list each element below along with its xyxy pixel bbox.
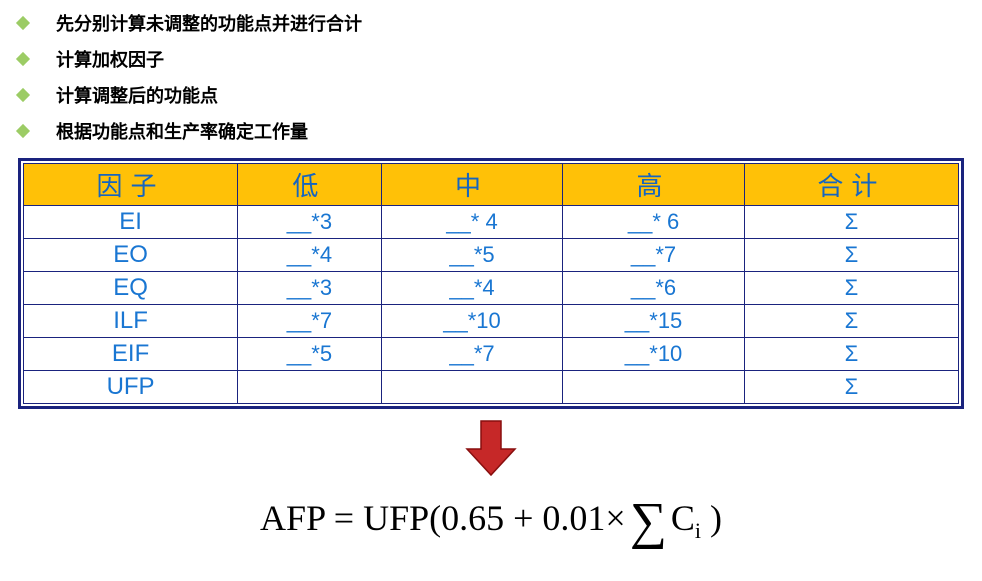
table-row: EO __*4 __*5 __*7 Σ [24, 239, 959, 272]
cell-high: __*6 [563, 272, 745, 305]
header-high: 高 [563, 164, 745, 206]
formula-coef: 0.01× [542, 498, 625, 538]
cell-mid: __*5 [381, 239, 563, 272]
cell-low: __*3 [238, 206, 382, 239]
factor-table: 因子 低 中 高 合计 EI __*3 __* 4 __* 6 Σ EO __*… [23, 163, 959, 404]
bullet-text: 根据功能点和生产率确定工作量 [56, 118, 308, 144]
formula-var: C [671, 498, 695, 538]
cell-factor: EIF [24, 338, 238, 371]
cell-mid: __*4 [381, 272, 563, 305]
diamond-icon [16, 52, 30, 66]
table-header-row: 因子 低 中 高 合计 [24, 164, 959, 206]
arrow-container [18, 419, 964, 484]
cell-high: __* 6 [563, 206, 745, 239]
cell-sum: Σ [744, 305, 958, 338]
cell-factor: EQ [24, 272, 238, 305]
bullet-text: 先分别计算未调整的功能点并进行合计 [56, 10, 362, 36]
header-factor: 因子 [24, 164, 238, 206]
bullet-list: 先分别计算未调整的功能点并进行合计 计算加权因子 计算调整后的功能点 根据功能点… [18, 10, 964, 144]
table-row: EQ __*3 __*4 __*6 Σ [24, 272, 959, 305]
sigma-icon: ∑ [630, 492, 667, 551]
cell-mid: __*10 [381, 305, 563, 338]
cell-high [563, 371, 745, 404]
cell-sum: Σ [744, 272, 958, 305]
header-low: 低 [238, 164, 382, 206]
cell-sum: Σ [744, 206, 958, 239]
diamond-icon [16, 16, 30, 30]
cell-high: __*7 [563, 239, 745, 272]
cell-sum: Σ [744, 239, 958, 272]
formula-plus: + [513, 498, 533, 538]
cell-low: __*4 [238, 239, 382, 272]
bullet-text: 计算调整后的功能点 [56, 82, 218, 108]
formula-eq: = [334, 498, 354, 538]
table-body: EI __*3 __* 4 __* 6 Σ EO __*4 __*5 __*7 … [24, 206, 959, 404]
bullet-item: 计算加权因子 [18, 46, 964, 72]
formula-lhs: AFP [260, 498, 325, 538]
cell-sum: Σ [744, 371, 958, 404]
cell-sum: Σ [744, 338, 958, 371]
cell-low: __*7 [238, 305, 382, 338]
cell-mid: __* 4 [381, 206, 563, 239]
arrow-down-icon [465, 419, 517, 479]
cell-low: __*3 [238, 272, 382, 305]
cell-low [238, 371, 382, 404]
arrow-shape [467, 421, 515, 475]
formula: AFP = UFP(0.65 + 0.01×∑Ci ) [18, 492, 964, 551]
header-mid: 中 [381, 164, 563, 206]
table-row: EI __*3 __* 4 __* 6 Σ [24, 206, 959, 239]
cell-factor: EO [24, 239, 238, 272]
cell-factor: ILF [24, 305, 238, 338]
cell-mid [381, 371, 563, 404]
cell-mid: __*7 [381, 338, 563, 371]
bullet-text: 计算加权因子 [56, 46, 164, 72]
diamond-icon [16, 124, 30, 138]
bullet-item: 先分别计算未调整的功能点并进行合计 [18, 10, 964, 36]
formula-sub: i [695, 518, 701, 543]
formula-close: ) [710, 498, 722, 538]
header-sum: 合计 [744, 164, 958, 206]
bullet-item: 计算调整后的功能点 [18, 82, 964, 108]
cell-high: __*10 [563, 338, 745, 371]
formula-rhs-prefix: UFP(0.65 [363, 498, 504, 538]
bullet-item: 根据功能点和生产率确定工作量 [18, 118, 964, 144]
cell-high: __*15 [563, 305, 745, 338]
cell-low: __*5 [238, 338, 382, 371]
table-row: EIF __*5 __*7 __*10 Σ [24, 338, 959, 371]
factor-table-wrap: 因子 低 中 高 合计 EI __*3 __* 4 __* 6 Σ EO __*… [18, 158, 964, 409]
table-row: ILF __*7 __*10 __*15 Σ [24, 305, 959, 338]
table-row: UFP Σ [24, 371, 959, 404]
cell-factor: EI [24, 206, 238, 239]
diamond-icon [16, 88, 30, 102]
cell-factor: UFP [24, 371, 238, 404]
